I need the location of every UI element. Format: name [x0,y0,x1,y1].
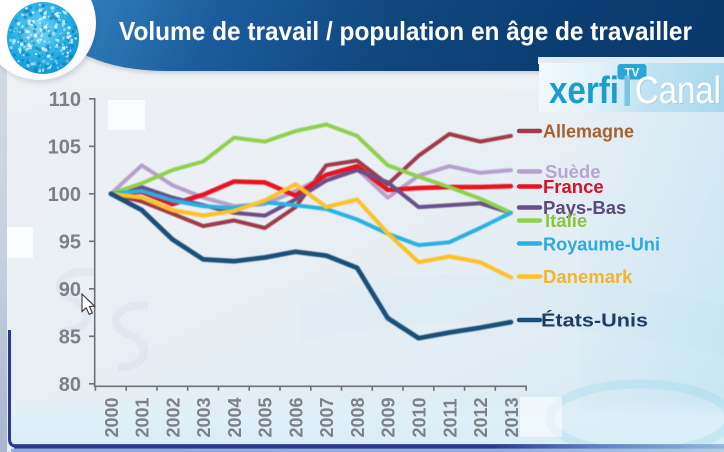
svg-text:Royaume-Uni: Royaume-Uni [543,234,660,255]
svg-text:105: 105 [48,137,81,159]
svg-text:2004: 2004 [225,397,245,437]
svg-text:2003: 2003 [194,397,214,437]
svg-text:2008: 2008 [348,397,368,437]
svg-text:Canal: Canal [635,70,721,112]
svg-text:2011: 2011 [440,398,460,437]
svg-text:Canal: Canal [636,71,722,113]
svg-text:Italie: Italie [545,210,587,231]
svg-text:2005: 2005 [256,397,276,437]
svg-text:France: France [543,176,604,197]
svg-text:2000: 2000 [102,397,122,437]
svg-text:90: 90 [59,279,81,301]
svg-text:Suède: Suède [545,161,601,182]
svg-text:Allemagne: Allemagne [543,121,634,142]
svg-text:2009: 2009 [379,397,399,437]
svg-text:2012: 2012 [471,397,491,437]
svg-text:2007: 2007 [317,397,337,437]
svg-text:Canal: Canal [635,70,721,112]
svg-text:95: 95 [59,232,81,254]
svg-text:Danemark: Danemark [543,266,633,287]
svg-text:110: 110 [49,89,81,111]
svg-text:États-Unis: États-Unis [541,310,648,331]
svg-text:2001: 2001 [133,397,153,437]
svg-text:2006: 2006 [286,397,306,437]
svg-text:2013: 2013 [502,397,522,437]
svg-text:xerfi: xerfi [549,70,619,112]
svg-text:85: 85 [59,327,81,349]
svg-text:80: 80 [59,374,81,396]
svg-text:Pays-Bas: Pays-Bas [543,197,626,218]
svg-text:Volume de travail / population: Volume de travail / population en âge de… [119,16,692,46]
svg-text:2010: 2010 [410,397,430,437]
svg-text:100: 100 [48,184,81,206]
svg-text:2002: 2002 [163,397,183,437]
